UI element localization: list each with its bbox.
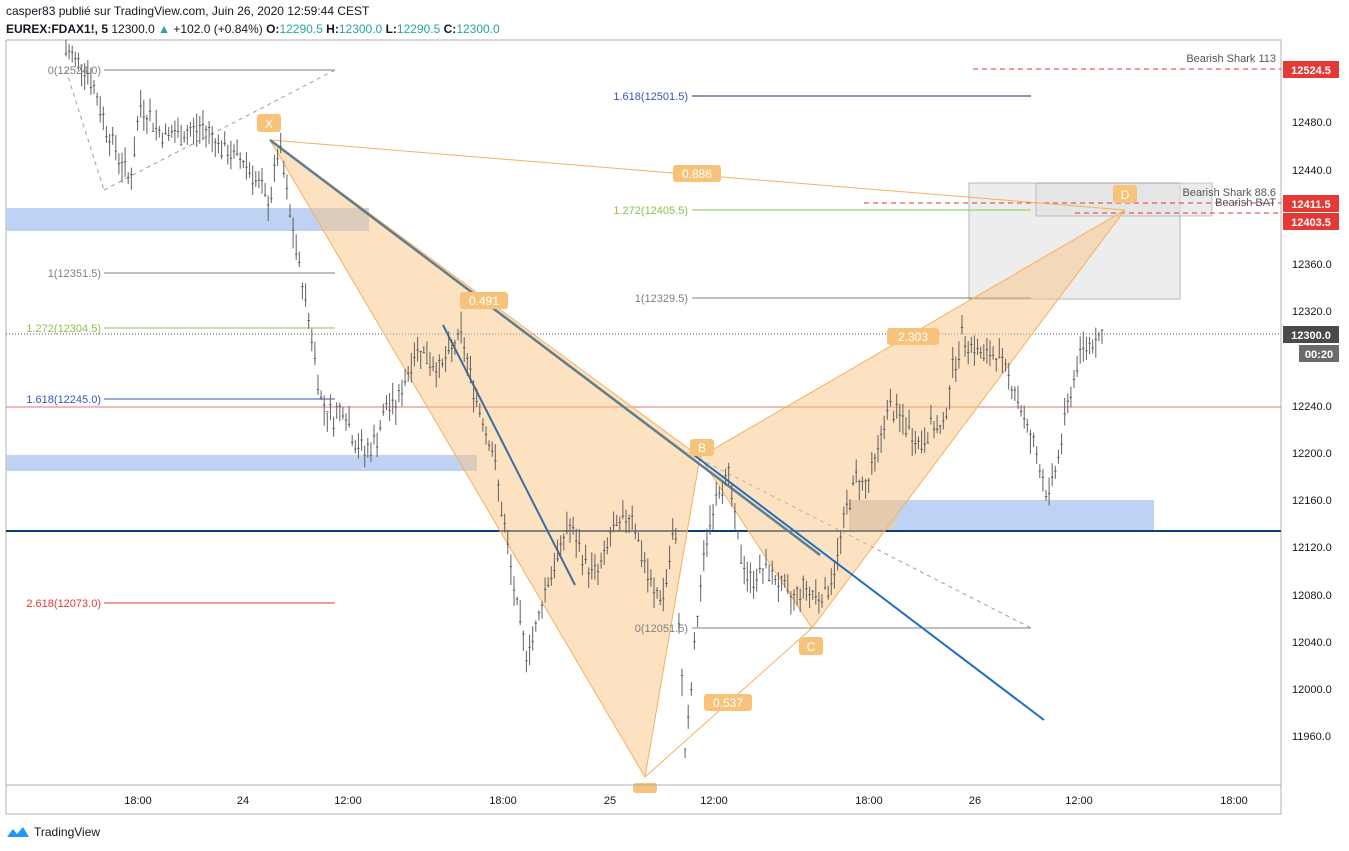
svg-text:B: B <box>698 441 706 455</box>
svg-text:12300.0: 12300.0 <box>1291 330 1331 342</box>
y-tick-12000: 12000.0 <box>1292 684 1332 696</box>
open-label: O: <box>266 22 280 36</box>
last-price: 12300.0 <box>111 22 155 36</box>
low-value: 12290.5 <box>396 22 441 36</box>
svg-text:12403.5: 12403.5 <box>1291 217 1331 229</box>
price-tag-current: 12300.0 <box>1283 326 1339 343</box>
x-tick-1800-d: 18:00 <box>1220 795 1248 807</box>
svg-text:2.303: 2.303 <box>898 330 928 344</box>
x-tick-25: 25 <box>604 795 616 807</box>
y-tick-12040: 12040.0 <box>1292 637 1332 649</box>
high-label: H: <box>326 22 339 36</box>
high-value: 12300.0 <box>338 22 383 36</box>
fib-diagonal-left-2 <box>65 69 105 191</box>
low-label: L: <box>385 22 397 36</box>
svg-text:00:20: 00:20 <box>1305 349 1333 361</box>
fib-label-2618-left: 2.618(12073.0) <box>26 598 101 610</box>
trend-line-blue-short[interactable] <box>442 324 576 586</box>
publish-info: casper83 publié sur TradingView.com, Jui… <box>6 4 370 18</box>
annotation-bearish-shark-113: Bearish Shark 113 <box>1186 53 1276 65</box>
countdown-tag: 00:20 <box>1299 345 1339 362</box>
y-tick-12080: 12080.0 <box>1292 590 1332 602</box>
demand-zone-upper <box>6 208 369 231</box>
point-label-c: C <box>799 637 823 655</box>
fib-label-0-right: 0(12051.5) <box>635 623 688 635</box>
svg-text:0.491: 0.491 <box>469 294 499 308</box>
close-label: C: <box>443 22 457 36</box>
x-tick-1200-b: 12:00 <box>700 795 728 807</box>
x-tick-1800-b: 18:00 <box>489 795 517 807</box>
ratio-label-0537: 0.537 <box>704 694 752 711</box>
trend-line-gray[interactable] <box>269 139 821 556</box>
x-tick-24: 24 <box>237 795 249 807</box>
y-tick-12320: 12320.0 <box>1292 306 1332 318</box>
svg-text:12411.5: 12411.5 <box>1291 199 1330 211</box>
y-tick-11960: 11960.0 <box>1292 731 1331 743</box>
tradingview-brand: TradingView <box>34 825 101 839</box>
price-change: +102.0 (+0.84%) <box>173 22 263 36</box>
svg-text:0.886: 0.886 <box>682 167 712 181</box>
candles-group <box>64 39 1104 758</box>
point-label-b: B <box>690 439 714 456</box>
tradingview-logo-icon <box>7 827 29 837</box>
x-tick-1800-c: 18:00 <box>855 795 883 807</box>
annotation-bearish-shark-886: Bearish Shark 88.6 <box>1182 187 1276 199</box>
x-tick-1200-a: 12:00 <box>334 795 362 807</box>
y-tick-12120: 12120.0 <box>1292 542 1332 554</box>
svg-text:X: X <box>265 117 273 131</box>
change-up-icon: ▲ <box>158 22 170 36</box>
ratio-label-0491: 0.491 <box>460 292 508 309</box>
tradingview-footer[interactable]: TradingView <box>6 822 100 842</box>
y-tick-12480: 12480.0 <box>1292 117 1332 129</box>
demand-zone-middle <box>6 455 477 471</box>
trend-line-blue-long[interactable] <box>689 451 1045 721</box>
price-tag-12411: 12411.5 <box>1283 195 1339 212</box>
annotation-bearish-bat: Bearish BAT <box>1215 197 1276 209</box>
x-tick-1200-c: 12:00 <box>1065 795 1093 807</box>
point-label-x: X <box>257 114 281 132</box>
price-tag-12403: 12403.5 <box>1283 213 1339 230</box>
price-tag-12524: 12524.5 <box>1283 61 1339 78</box>
ratio-label-0886: 0.886 <box>673 165 721 182</box>
svg-text:12524.5: 12524.5 <box>1291 65 1331 77</box>
symbol-name[interactable]: EUREX:FDAX1!, 5 <box>6 22 109 36</box>
point-label-d: D <box>1113 185 1137 203</box>
fib-label-1-right: 1(12329.5) <box>635 293 688 305</box>
symbol-ohlc-line: EUREX:FDAX1!, 5 12300.0 ▲ +102.0 (+0.84%… <box>6 22 500 36</box>
x-tick-26: 26 <box>969 795 981 807</box>
svg-text:0.537: 0.537 <box>713 696 743 710</box>
fib-label-1618-right: 1.618(12501.5) <box>613 91 688 103</box>
y-tick-12240: 12240.0 <box>1292 401 1332 413</box>
fib-label-0-left: 0(12524.0) <box>48 65 101 77</box>
fib-label-1272-left: 1.272(12304.5) <box>26 323 101 335</box>
y-tick-12160: 12160.0 <box>1292 495 1332 507</box>
chart-header: casper83 publié sur TradingView.com, Jui… <box>6 4 1336 40</box>
x-tick-1800-a: 18:00 <box>124 795 152 807</box>
svg-text:C: C <box>807 640 816 654</box>
y-tick-12200: 12200.0 <box>1292 448 1332 460</box>
fib-label-1618-left: 1.618(12245.0) <box>26 394 101 406</box>
fib-diagonal-left <box>103 69 336 191</box>
ratio-label-2303: 2.303 <box>887 328 939 345</box>
svg-text:D: D <box>1121 188 1130 202</box>
open-value: 12290.5 <box>279 22 323 36</box>
y-tick-12440: 12440.0 <box>1292 165 1332 177</box>
close-value: 12300.0 <box>456 22 500 36</box>
y-tick-12360: 12360.0 <box>1292 259 1332 271</box>
fib-label-1272-right: 1.272(12405.5) <box>613 205 688 217</box>
fib-label-1-left: 1(12351.5) <box>48 268 101 280</box>
